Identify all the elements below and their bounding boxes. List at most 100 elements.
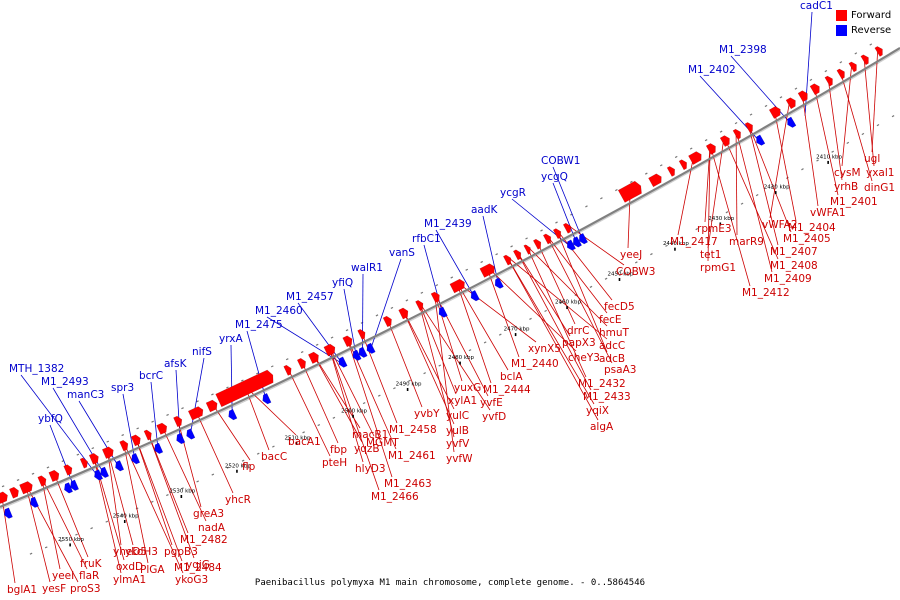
- forward-gene-arrow[interactable]: [785, 96, 798, 110]
- forward-gene-arrow[interactable]: [523, 243, 533, 255]
- gene-label-ding1[interactable]: dinG1: [864, 182, 895, 194]
- forward-gene-arrow[interactable]: [836, 67, 847, 80]
- gene-label-aadk[interactable]: aadK: [471, 204, 499, 216]
- forward-gene-arrow[interactable]: [79, 457, 89, 469]
- gene-label-plga[interactable]: PlGA: [140, 564, 165, 576]
- forward-gene-arrow[interactable]: [666, 165, 677, 177]
- gene-label-hmut[interactable]: hmuT: [599, 327, 630, 339]
- gene-label-xyla1[interactable]: xylA1: [448, 395, 477, 407]
- forward-gene-arrow[interactable]: [323, 343, 337, 357]
- gene-label-fbp[interactable]: fbp: [330, 444, 347, 456]
- gene-label-m1-2417[interactable]: M1_2417: [670, 236, 718, 248]
- gene-label-adcb[interactable]: adcB: [599, 353, 625, 365]
- gene-label-pgpb3[interactable]: pgpB3: [164, 546, 198, 558]
- gene-label-ugl[interactable]: ugl: [864, 153, 880, 165]
- gene-label-m1-2463[interactable]: M1_2463: [384, 478, 432, 490]
- gene-label-fruk[interactable]: fruK: [80, 558, 103, 570]
- reverse-gene-arrow[interactable]: [261, 393, 272, 405]
- gene-label-drrc[interactable]: drrC: [567, 325, 589, 337]
- gene-label-yqzb[interactable]: yqzB: [354, 443, 380, 455]
- forward-gene-arrow[interactable]: [382, 315, 394, 328]
- forward-gene-arrow[interactable]: [688, 150, 703, 165]
- gene-label-macb1[interactable]: macB1: [352, 429, 388, 441]
- reverse-gene-arrow[interactable]: [565, 239, 576, 252]
- reverse-gene-arrow[interactable]: [337, 356, 348, 369]
- reverse-gene-arrow[interactable]: [227, 408, 238, 421]
- forward-gene-arrow[interactable]: [874, 45, 885, 57]
- gene-label-rpmg1[interactable]: rpmG1: [700, 262, 736, 274]
- forward-gene-arrow[interactable]: [9, 486, 20, 499]
- gene-label-hlyd3[interactable]: hlyD3: [355, 463, 386, 475]
- reverse-gene-arrow[interactable]: [92, 469, 104, 482]
- forward-gene-arrow[interactable]: [503, 254, 513, 266]
- forward-gene-arrow[interactable]: [101, 446, 115, 459]
- gene-label-fece[interactable]: fecE: [599, 314, 622, 326]
- reverse-gene-arrow[interactable]: [152, 442, 164, 455]
- gene-label-papx3[interactable]: papX3: [562, 337, 596, 349]
- gene-label-xynx5[interactable]: xynX5: [528, 343, 561, 355]
- forward-gene-arrow[interactable]: [768, 105, 783, 119]
- reverse-gene-arrow[interactable]: [174, 432, 186, 445]
- gene-label-yvfv[interactable]: yvfV: [446, 438, 470, 450]
- gene-label-flp[interactable]: flp: [242, 461, 256, 473]
- gene-label-cadc1[interactable]: cadC1: [800, 0, 833, 12]
- forward-gene-arrow[interactable]: [37, 474, 48, 487]
- gene-label-m1-2407[interactable]: M1_2407: [770, 246, 818, 258]
- forward-gene-arrow[interactable]: [0, 491, 9, 504]
- gene-label-vans[interactable]: vanS: [389, 247, 415, 259]
- gene-label-m1-2401[interactable]: M1_2401: [830, 196, 878, 208]
- gene-label-pteh[interactable]: pteH: [322, 457, 347, 469]
- gene-label-bcrc[interactable]: bcrC: [139, 370, 163, 382]
- gene-label-ycgr[interactable]: ycgR: [500, 187, 526, 199]
- reverse-gene-arrow[interactable]: [129, 453, 141, 465]
- gene-label-cobw3[interactable]: COBW3: [616, 266, 656, 278]
- gene-label-chey3[interactable]: cheY3: [568, 352, 600, 364]
- forward-gene-arrow[interactable]: [415, 299, 425, 311]
- gene-label-m1-2402[interactable]: M1_2402: [688, 64, 736, 76]
- gene-label-m1-2433[interactable]: M1_2433: [583, 391, 631, 403]
- gene-label-ylma1[interactable]: ylmA1: [113, 574, 146, 586]
- forward-gene-arrow[interactable]: [187, 405, 205, 421]
- gene-label-bcla[interactable]: bclA: [500, 371, 523, 383]
- gene-label-yvby[interactable]: yvbY: [414, 408, 440, 420]
- gene-label-yfiq[interactable]: yfiQ: [332, 277, 353, 289]
- gene-label-yesf[interactable]: yesF: [42, 583, 66, 595]
- gene-label-afsk[interactable]: afsK: [164, 358, 188, 370]
- forward-gene-arrow[interactable]: [119, 439, 130, 452]
- gene-label-m1-2475[interactable]: M1_2475: [235, 319, 283, 331]
- gene-label-yeej[interactable]: yeeJ: [620, 249, 642, 261]
- gene-label-yulc[interactable]: yulC: [446, 410, 469, 422]
- gene-label-yqix[interactable]: yqiX: [586, 405, 609, 417]
- forward-gene-arrow[interactable]: [205, 399, 219, 413]
- gene-label-pros3[interactable]: proS3: [70, 583, 101, 595]
- reverse-gene-arrow[interactable]: [469, 290, 480, 302]
- reverse-gene-arrow[interactable]: [184, 428, 196, 441]
- forward-gene-arrow[interactable]: [513, 248, 523, 261]
- forward-gene-arrow[interactable]: [617, 180, 644, 203]
- gene-label-marr9[interactable]: marR9: [729, 236, 764, 248]
- gene-label-yxal1[interactable]: yxal1: [866, 167, 894, 179]
- reverse-gene-arrow[interactable]: [68, 479, 79, 492]
- forward-gene-arrow[interactable]: [173, 415, 184, 428]
- gene-label-tet1[interactable]: tet1: [700, 249, 721, 261]
- gene-label-m1-2432[interactable]: M1_2432: [578, 378, 626, 390]
- forward-gene-arrow[interactable]: [296, 357, 308, 370]
- gene-label-spr3[interactable]: spr3: [111, 382, 134, 394]
- gene-label-m1-2466[interactable]: M1_2466: [371, 491, 419, 503]
- gene-label-yvfe[interactable]: yvfE: [480, 397, 503, 409]
- gene-label-adcc[interactable]: adcC: [599, 340, 625, 352]
- gene-label-nifs[interactable]: nifS: [192, 346, 212, 358]
- gene-label-m1-2461[interactable]: M1_2461: [388, 450, 436, 462]
- reverse-gene-arrow[interactable]: [577, 233, 588, 245]
- forward-gene-arrow[interactable]: [63, 463, 74, 476]
- gene-label-m1-2457[interactable]: M1_2457: [286, 291, 334, 303]
- forward-gene-arrow[interactable]: [308, 351, 320, 364]
- forward-gene-arrow[interactable]: [430, 291, 442, 303]
- forward-gene-arrow[interactable]: [48, 469, 61, 482]
- forward-gene-arrow[interactable]: [552, 227, 563, 240]
- reverse-gene-arrow[interactable]: [785, 116, 797, 129]
- forward-gene-arrow[interactable]: [824, 74, 835, 87]
- forward-gene-arrow[interactable]: [88, 452, 100, 465]
- gene-label-baca1[interactable]: bacA1: [288, 436, 321, 448]
- gene-label-m1-2439[interactable]: M1_2439: [424, 218, 472, 230]
